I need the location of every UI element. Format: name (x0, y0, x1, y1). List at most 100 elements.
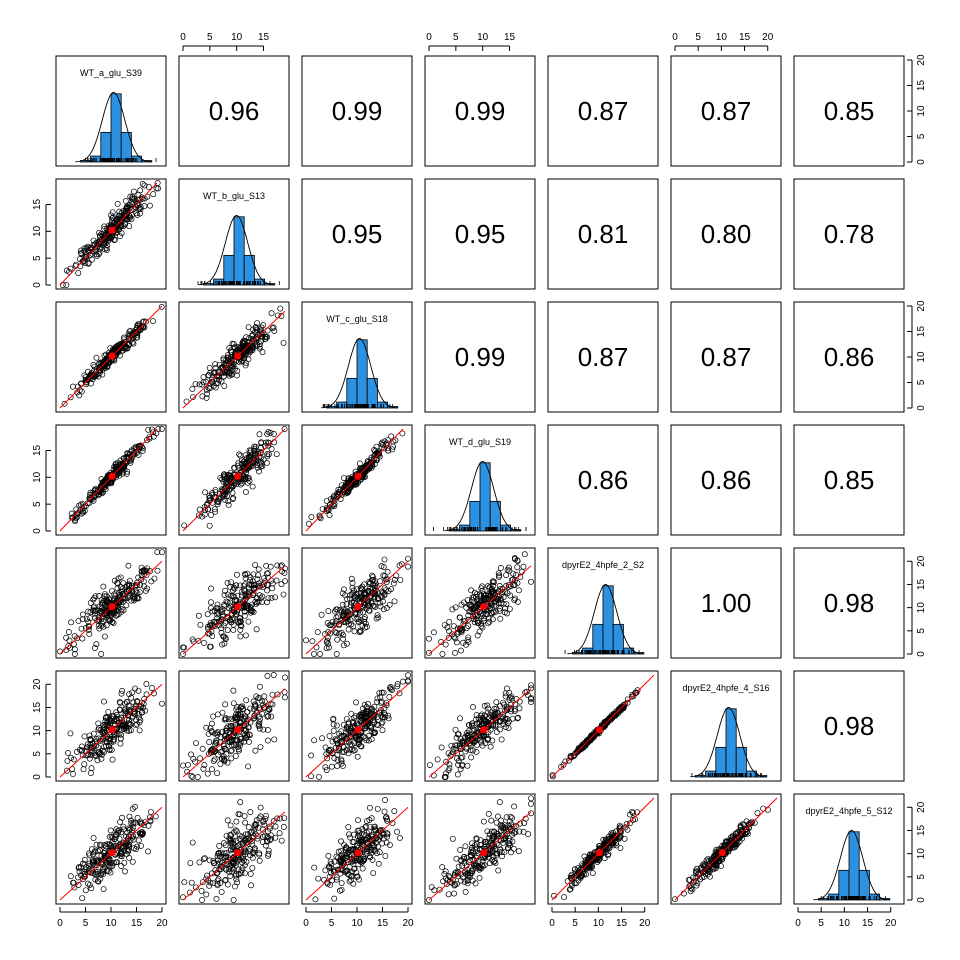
scatter-point (126, 691, 133, 698)
panel-frame (178, 793, 290, 905)
scatter-point (106, 863, 113, 870)
scatter-point (208, 512, 214, 518)
scatter-point (450, 745, 457, 752)
panel-0-0: WT_a_glu_S39 (55, 55, 167, 167)
scatter-point (473, 748, 480, 755)
scatter-point (269, 580, 276, 587)
scatter-point (206, 750, 212, 757)
scatter-point (107, 827, 114, 834)
scatter-point (473, 593, 479, 600)
scatter-point (249, 854, 256, 861)
scatter-point (81, 868, 88, 875)
scatter-point (250, 609, 257, 615)
panel-frame (55, 178, 167, 290)
scatter-point (268, 713, 275, 720)
scatter-point (234, 744, 241, 750)
scatter-point (366, 828, 372, 835)
variable-label: dpyrE2_4hpfe_4_S16 (682, 683, 769, 693)
scatter-point (207, 619, 214, 626)
scatter-point (515, 587, 522, 594)
scatter-point (352, 481, 359, 488)
scatter-point (272, 823, 279, 830)
scatter-point (221, 472, 228, 479)
scatter-point (117, 735, 124, 742)
scatter-point (105, 360, 112, 367)
scatter-point (329, 750, 336, 757)
scatter-point (111, 236, 118, 243)
scatter-point (354, 873, 361, 880)
scatter-point (492, 590, 499, 596)
scatter-point (396, 690, 403, 697)
scatter-point (379, 714, 386, 721)
panel-frame (301, 547, 413, 659)
scatter-point (269, 325, 276, 332)
scatter-point (232, 753, 239, 759)
scatter-point (349, 746, 356, 753)
scatter-point (65, 750, 71, 756)
mean-point (234, 849, 242, 857)
scatter-point (219, 864, 226, 871)
scatter-point (249, 591, 256, 598)
scatter-point (441, 774, 448, 780)
scatter-point (482, 592, 489, 599)
scatter-point (137, 187, 144, 194)
panel-frame (424, 424, 536, 536)
scatter-point (244, 602, 251, 609)
scatter-point (124, 582, 131, 589)
scatter-point (242, 571, 248, 578)
correlation-value: 0.87 (701, 342, 752, 372)
scatter-point (236, 832, 243, 839)
scatter-point (211, 607, 218, 614)
scatter-point (117, 218, 124, 225)
scatter-point (528, 685, 534, 692)
scatter-point (333, 874, 340, 881)
scatter-point (393, 572, 400, 579)
histogram-bar (376, 401, 388, 409)
scatter-point (118, 863, 125, 869)
scatter-point (478, 711, 485, 718)
scatter-point (206, 882, 213, 889)
scatter-point (281, 815, 288, 822)
scatter-point (106, 841, 113, 848)
scatter-point (238, 870, 245, 877)
scatter-point (255, 723, 262, 729)
panel-5-1 (178, 670, 290, 782)
scatter-point (339, 763, 346, 769)
scatter-point (488, 589, 495, 596)
scatter-point (376, 599, 383, 606)
scatter-point (391, 808, 398, 815)
scatter-point (322, 764, 329, 771)
scatter-point (94, 617, 101, 624)
scatter-point (116, 472, 123, 479)
scatter-point (360, 831, 367, 838)
scatter-point (206, 497, 213, 504)
scatter-point (369, 572, 376, 579)
scatter-point (77, 247, 84, 254)
scatter-point (253, 626, 260, 633)
scatter-point (210, 713, 217, 720)
mean-point (108, 352, 116, 360)
scatter-point (443, 758, 450, 765)
scatter-point (223, 367, 230, 374)
scatter-point (467, 602, 474, 609)
scatter-point (366, 852, 373, 859)
scatter-point (189, 774, 196, 780)
scatter-point (202, 489, 209, 496)
mean-point (354, 472, 362, 480)
scatter-point (444, 624, 451, 631)
scatter-point (513, 572, 520, 578)
scatter-point (230, 340, 237, 347)
regression-line (182, 688, 286, 778)
scatter-point (369, 459, 376, 466)
panel-4-0 (55, 547, 167, 659)
scatter-point (125, 833, 132, 840)
scatter-point (222, 746, 229, 753)
scatter-point (234, 737, 241, 744)
scatter-point (510, 570, 517, 577)
scatter-point (181, 879, 188, 886)
panel-frame (547, 547, 659, 659)
scatter-point (135, 574, 142, 581)
scatter-point (129, 689, 136, 696)
scatter-point (390, 580, 397, 587)
